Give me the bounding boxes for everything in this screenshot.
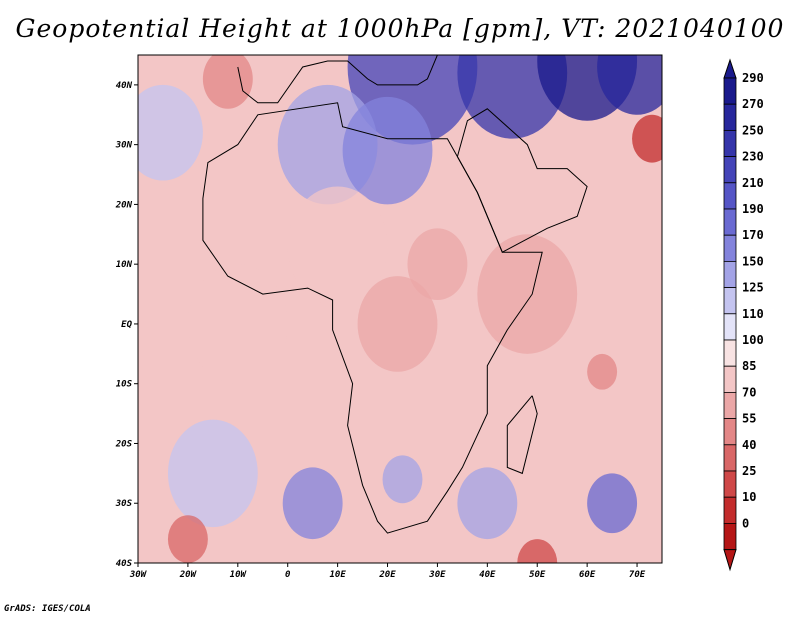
colorbar-swatch [723, 418, 737, 446]
x-tick-label: 20E [378, 570, 396, 580]
colorbar-label: 55 [742, 412, 756, 426]
colorbar-label: 150 [742, 254, 764, 268]
colorbar-swatch [723, 103, 737, 131]
field-feature [138, 84, 203, 181]
x-tick-label: 40E [479, 570, 496, 580]
x-tick-label: 60E [579, 570, 596, 580]
field-feature [517, 539, 558, 563]
colorbar-swatch [723, 339, 737, 367]
field-feature [632, 114, 662, 163]
colorbar-label: 190 [742, 202, 764, 216]
colorbar-label: 25 [742, 464, 756, 478]
colorbar-swatch [723, 208, 737, 236]
chart-title: Geopotential Height at 1000hPa [gpm], VT… [15, 14, 785, 43]
colorbar-label: 100 [742, 333, 764, 347]
x-tick-label: 10W [230, 570, 248, 580]
colorbar-swatch [723, 444, 737, 472]
field-feature [587, 473, 638, 534]
field-feature [167, 419, 258, 528]
y-tick-label: 10S [116, 380, 133, 390]
colorbar-label: 125 [742, 281, 764, 295]
colorbar-label: 170 [742, 228, 764, 242]
colorbar-label: 85 [742, 359, 756, 373]
field-feature [282, 467, 343, 540]
colorbar-swatch [723, 523, 737, 551]
x-tick-label: 30W [129, 570, 148, 580]
coastline-europe [237, 55, 438, 104]
colorbar: 2902702502302101901701501251101008570554… [723, 58, 764, 572]
colorbar-label: 10 [742, 490, 756, 504]
colorbar-swatch [723, 77, 737, 105]
field-feature [187, 264, 288, 384]
colorbar-swatch [723, 234, 737, 262]
colorbar-label: 290 [742, 71, 764, 85]
field-feature [357, 276, 438, 372]
colorbar-label: 40 [742, 438, 756, 452]
field-feature [202, 55, 253, 109]
y-tick-label: EQ [121, 320, 132, 330]
colorbar-label: 70 [742, 385, 756, 399]
coastline-arabia [456, 108, 588, 253]
y-tick-label: 40S [116, 559, 133, 569]
colorbar-swatch [723, 156, 737, 184]
colorbar-swatch [723, 260, 737, 288]
x-tick-label: 10E [329, 570, 346, 580]
field-feature [167, 515, 208, 563]
colorbar-swatch [723, 496, 737, 524]
credit-text: GrADS: IGES/COLA [4, 604, 91, 614]
x-tick-label: 0 [285, 570, 291, 580]
field-feature [587, 353, 618, 390]
colorbar-bottom-arrow [723, 549, 737, 572]
y-tick-label: 10N [116, 260, 133, 270]
colorbar-label: 250 [742, 123, 764, 137]
colorbar-swatch [723, 365, 737, 393]
colorbar-swatch [723, 391, 737, 419]
colorbar-swatch [723, 182, 737, 210]
x-tick-label: 20W [179, 570, 198, 580]
x-axis: 30W 20W 10W 0 10E 20E 30E 40E 50E 60E 70E [129, 563, 646, 580]
colorbar-swatch [723, 313, 737, 341]
colorbar-swatch [723, 287, 737, 315]
y-tick-label: 30S [115, 499, 133, 509]
colorbar-label: 110 [742, 307, 764, 321]
x-tick-label: 70E [629, 570, 646, 580]
y-tick-label: 30N [115, 141, 133, 151]
coastlines [202, 55, 588, 534]
field-feature [597, 55, 662, 115]
colorbar-label: 230 [742, 150, 764, 164]
height-field [138, 55, 662, 563]
colorbar-label: 210 [742, 176, 764, 190]
field-feature [407, 228, 468, 301]
plot-frame [137, 54, 663, 564]
colorbar-label: 0 [742, 516, 749, 530]
y-tick-label: 40N [116, 81, 133, 91]
x-tick-label: 50E [529, 570, 546, 580]
colorbar-swatch [723, 129, 737, 157]
colorbar-top-arrow [723, 58, 737, 79]
field-feature [287, 186, 388, 307]
field-feature [457, 467, 518, 540]
field-feature [342, 96, 433, 205]
coastline-madagascar [506, 395, 538, 475]
colorbar-label: 270 [742, 97, 764, 111]
y-tick-label: 20N [115, 200, 133, 210]
field-feature [382, 455, 423, 504]
colorbar-swatch [723, 470, 737, 498]
x-tick-label: 30E [428, 570, 446, 580]
y-tick-label: 20S [115, 439, 133, 449]
coastline-africa [202, 102, 543, 534]
y-axis: 40N 30N 20N 10N EQ 10S 20S 30S 40S [115, 81, 138, 569]
field-feature [477, 234, 578, 354]
